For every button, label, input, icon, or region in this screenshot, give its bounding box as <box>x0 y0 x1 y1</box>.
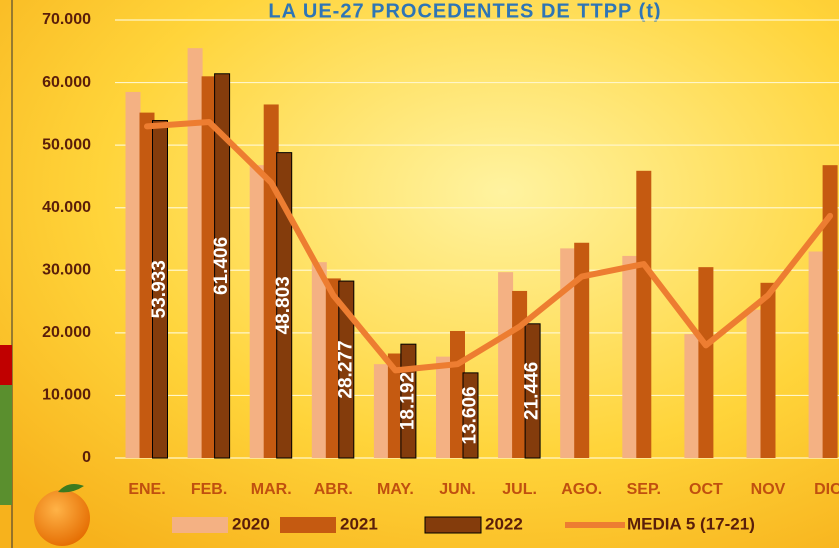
chart-title: LA UE-27 PROCEDENTES DE TTPP (t) <box>268 0 661 22</box>
y-tick-label: 40.000 <box>42 199 91 216</box>
value-label: 21.446 <box>522 362 543 420</box>
y-tick-label: 10.000 <box>42 387 91 404</box>
value-label: 48.803 <box>273 276 294 334</box>
bar <box>747 310 762 458</box>
bar <box>498 272 513 458</box>
y-tick-label: 70.000 <box>42 11 91 28</box>
x-tick-label: OCT <box>689 481 723 498</box>
value-label: 53.933 <box>149 260 170 318</box>
value-label: 18.192 <box>397 372 418 430</box>
bar <box>188 48 203 458</box>
bar <box>374 364 389 458</box>
x-tick-label: FEB. <box>191 481 227 498</box>
y-tick-label: 30.000 <box>42 262 91 279</box>
value-label: 13.606 <box>460 386 481 444</box>
legend-label: MEDIA 5 (17-21) <box>627 514 755 533</box>
x-tick-label: MAY. <box>377 481 414 498</box>
bar <box>809 252 824 458</box>
value-label: 61.406 <box>211 237 232 295</box>
value-label: 28.277 <box>335 340 356 398</box>
side-fragment <box>0 385 12 505</box>
x-tick-label: MAR. <box>251 481 292 498</box>
bar <box>823 165 838 458</box>
bar <box>636 171 651 458</box>
x-tick-label: ENE. <box>128 481 165 498</box>
y-tick-label: 0 <box>82 449 91 466</box>
x-tick-label: JUL. <box>502 481 537 498</box>
bar <box>761 283 776 458</box>
x-tick-label: JUN. <box>439 481 475 498</box>
x-tick-label: ABR. <box>314 481 353 498</box>
chart: LA UE-27 PROCEDENTES DE TTPP (t) 0 10.000… <box>0 0 839 548</box>
y-tick-label: 50.000 <box>42 136 91 153</box>
legend-swatch <box>172 517 228 533</box>
x-tick-label: DIC. <box>814 481 839 498</box>
side-fragment <box>0 345 12 385</box>
bar <box>684 334 699 458</box>
legend-swatch <box>425 517 481 533</box>
x-tick-label: NOV <box>751 481 786 498</box>
bar <box>698 267 713 458</box>
x-tick-label: AGO. <box>561 481 602 498</box>
bar <box>436 357 451 458</box>
legend-label: 2022 <box>485 514 523 533</box>
legend-label: 2021 <box>340 514 378 533</box>
y-tick-label: 60.000 <box>42 74 91 91</box>
x-tick-label: SEP. <box>627 481 661 498</box>
legend-label: 2020 <box>232 514 270 533</box>
bar <box>312 262 327 458</box>
bar <box>622 256 637 458</box>
orange-icon <box>34 490 90 546</box>
legend-swatch <box>280 517 336 533</box>
bar <box>250 165 265 458</box>
bar <box>126 92 141 458</box>
y-tick-label: 20.000 <box>42 324 91 341</box>
